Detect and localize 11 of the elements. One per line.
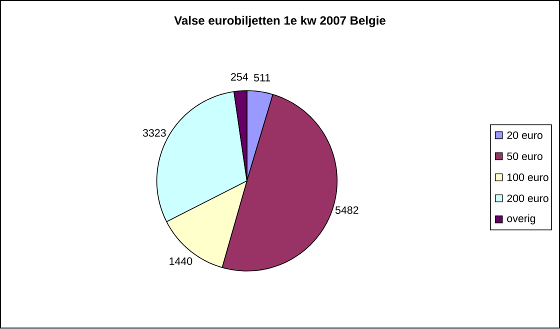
data-label: 254: [231, 73, 248, 81]
data-label: 1440: [170, 258, 192, 266]
legend-label: 50 euro: [507, 152, 542, 160]
data-label: 511: [254, 74, 270, 82]
legend-label: 20 euro: [507, 132, 542, 140]
legend-label: 100 euro: [507, 174, 548, 182]
data-label: 3323: [142, 129, 166, 137]
legend-label: overig: [507, 214, 536, 225]
chart-title: Valse eurobiljetten 1e kw 2007 Belgie: [174, 16, 386, 28]
data-label: 5482: [335, 206, 358, 214]
legend-label: 200 euro: [507, 194, 548, 202]
